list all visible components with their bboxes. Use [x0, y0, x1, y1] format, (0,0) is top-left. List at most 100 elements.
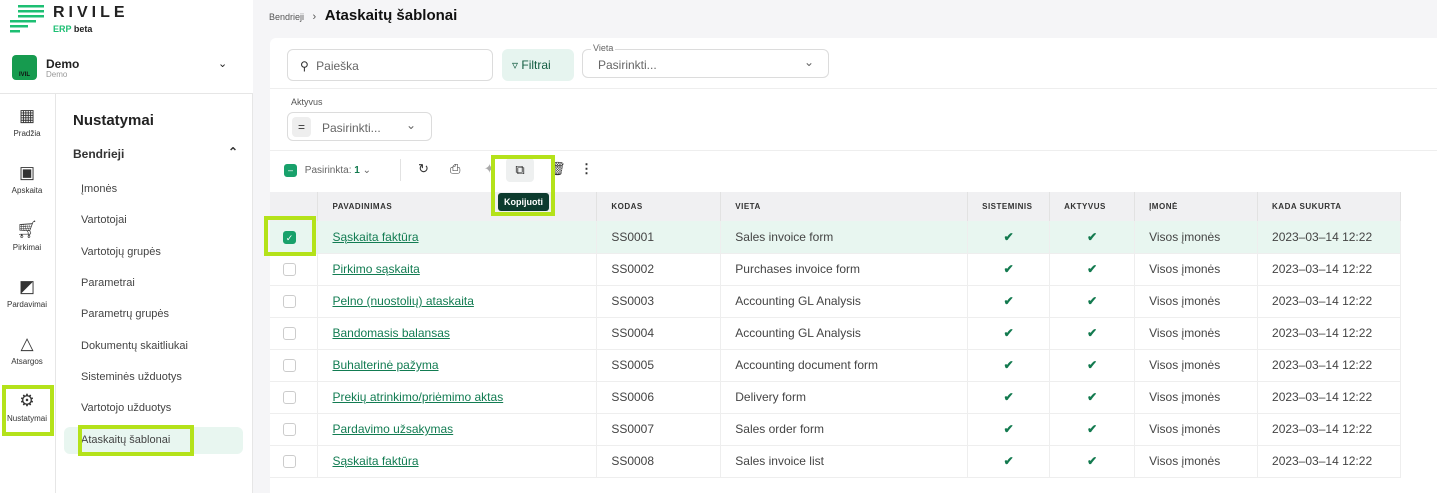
cell-company: Visos įmonės: [1134, 221, 1259, 254]
cell-location: Accounting document form: [720, 349, 969, 382]
column-header[interactable]: AKTYVUS: [1049, 192, 1136, 221]
table-row[interactable]: Pirkimo sąskaita SS0002 Purchases invoice …: [270, 253, 1401, 286]
cell-location: Accounting GL Analysis: [720, 285, 969, 318]
cell-created: 2023–03–14 12:22: [1257, 317, 1401, 350]
chart-board-icon: ▣: [18, 163, 36, 182]
filters-button[interactable]: ▿ Filtrai: [502, 49, 574, 81]
brand-logo: RIVILE ERP beta: [8, 4, 128, 38]
check-icon: ✔: [967, 445, 1051, 478]
template-link[interactable]: Sąskaita faktūra: [332, 229, 419, 244]
row-checkbox[interactable]: [283, 423, 296, 437]
cell-company: Visos įmonės: [1134, 445, 1259, 478]
cell-location: Sales invoice form: [720, 221, 969, 254]
aktyvus-select[interactable]: = Pasirinkti... ⌄: [287, 112, 432, 141]
company-logo: IVIL: [12, 55, 37, 80]
table-row[interactable]: Sąskaita faktūra SS0008 Sales invoice list…: [270, 445, 1401, 478]
vieta-select[interactable]: Vieta Pasirinkti... ⌄: [582, 43, 829, 78]
cell-name[interactable]: Prekių atrinkimo/priėmimo aktas: [317, 381, 598, 414]
column-header[interactable]: PAVADINIMAS: [317, 192, 598, 221]
template-link[interactable]: Pelno (nuostolių) ataskaita: [332, 294, 474, 308]
rail-label: Nustatymai: [6, 414, 47, 423]
row-select[interactable]: ✓: [270, 221, 319, 254]
row-select[interactable]: [270, 349, 319, 382]
check-icon: ✔: [1049, 413, 1136, 446]
table-row[interactable]: Bandomasis balansas SS0004 Accounting GL A…: [270, 317, 1401, 350]
template-link[interactable]: Buhalterinė pažyma: [332, 358, 439, 372]
column-header[interactable]: SISTEMINIS: [967, 192, 1051, 221]
column-header[interactable]: VIETA: [720, 192, 969, 221]
template-link[interactable]: Prekių atrinkimo/priėmimo aktas: [332, 390, 504, 404]
cell-name[interactable]: Pardavimo užsakymas: [317, 413, 598, 446]
row-select[interactable]: [270, 381, 319, 414]
company-selector[interactable]: IVIL Demo Demo ⌄: [12, 55, 240, 83]
cell-name[interactable]: Bandomasis balansas: [317, 317, 598, 350]
copy-button[interactable]: ⧉: [506, 158, 534, 182]
submenu-item[interactable]: Vartotojų grupės: [81, 245, 161, 258]
submenu-item[interactable]: Dokumentų skaitliukai: [81, 339, 188, 352]
cell-name[interactable]: Buhalterinė pažyma: [317, 349, 598, 382]
pin-icon[interactable]: ✦: [484, 161, 495, 176]
delete-icon[interactable]: 🗑︎: [549, 161, 566, 176]
row-select[interactable]: [270, 285, 319, 318]
column-header[interactable]: KODAS: [596, 192, 722, 221]
group-label: Bendrieji: [73, 147, 125, 161]
row-select[interactable]: [270, 413, 319, 446]
rail-item-atsargos[interactable]: △ Atsargos: [0, 334, 54, 366]
table-row[interactable]: Prekių atrinkimo/priėmimo aktas SS0006 Del…: [270, 381, 1401, 414]
brand-erp: ERP: [53, 24, 72, 34]
submenu-item[interactable]: Sisteminės užduotys: [81, 370, 182, 383]
rail-label: Atsargos: [11, 357, 43, 366]
cell-name[interactable]: Pelno (nuostolių) ataskaita: [317, 285, 598, 318]
template-link[interactable]: Sąskaita faktūra: [332, 454, 419, 468]
submenu-item[interactable]: Parametrai: [81, 276, 135, 289]
chevron-down-icon: ⌄: [218, 58, 228, 70]
row-checkbox[interactable]: [283, 295, 296, 309]
check-icon: ✔: [1049, 221, 1136, 254]
table-row[interactable]: Pelno (nuostolių) ataskaita SS0003 Account…: [270, 285, 1401, 318]
submenu-item[interactable]: Įmonės: [81, 183, 118, 195]
cell-name[interactable]: Sąskaita faktūra: [317, 221, 598, 254]
row-checkbox[interactable]: ✓: [283, 230, 296, 244]
refresh-icon[interactable]: ↻: [418, 161, 429, 176]
rail-item-pardavimai[interactable]: ◩ Pardavimai: [0, 277, 54, 309]
row-checkbox[interactable]: [283, 455, 296, 469]
table-row[interactable]: Pardavimo užsakymas SS0007 Sales order for…: [270, 413, 1401, 446]
check-icon: ✔: [1049, 285, 1136, 318]
cell-name[interactable]: Sąskaita faktūra: [317, 445, 598, 478]
rail-item-pirkimai[interactable]: 🛒︎ Pirkimai: [0, 220, 54, 252]
row-checkbox[interactable]: [283, 359, 296, 373]
column-header[interactable]: ĮMONĖ: [1134, 192, 1259, 221]
row-select[interactable]: [270, 253, 319, 286]
template-link[interactable]: Bandomasis balansas: [332, 326, 450, 340]
cell-location: Delivery form: [720, 381, 969, 414]
print-icon[interactable]: ⎙: [450, 161, 461, 176]
template-link[interactable]: Pirkimo sąskaita: [332, 262, 420, 276]
column-header[interactable]: KADA SUKURTA: [1257, 192, 1401, 221]
table-row[interactable]: Buhalterinė pažyma SS0005 Accounting docum…: [270, 349, 1401, 382]
selection-dropdown[interactable]: – Pasirinkta: 1 ⌄: [284, 164, 371, 177]
more-icon[interactable]: ⋮: [580, 161, 593, 176]
rail-item-nustatymai[interactable]: ⚙ Nustatymai: [0, 391, 54, 423]
breadcrumb-parent[interactable]: Bendrieji: [269, 12, 305, 22]
select-all-checkbox[interactable]: –: [284, 164, 297, 177]
submenu-item[interactable]: Ataskaitų šablonai: [64, 427, 243, 455]
row-select[interactable]: [270, 445, 319, 478]
rail-item-apskaita[interactable]: ▣ Apskaita: [0, 163, 54, 195]
submenu-item[interactable]: Vartotojai: [81, 214, 127, 227]
aktyvus-label: Aktyvus: [291, 97, 323, 107]
template-link[interactable]: Pardavimo užsakymas: [332, 422, 454, 436]
row-checkbox[interactable]: [283, 391, 296, 405]
table-row[interactable]: ✓ Sąskaita faktūra SS0001 Sales invoice for…: [270, 221, 1401, 254]
row-checkbox[interactable]: [283, 263, 296, 277]
submenu-group-bendrieji[interactable]: Bendrieji ⌃: [73, 145, 238, 161]
row-select[interactable]: [270, 317, 319, 350]
row-checkbox[interactable]: [283, 327, 296, 341]
submenu-item[interactable]: Vartotojo užduotys: [81, 402, 172, 415]
search-input[interactable]: ⚲ Paieška: [287, 49, 493, 81]
rail-item-pradžia[interactable]: ▦ Pradžia: [0, 106, 54, 138]
header-select: [270, 192, 319, 221]
cell-name[interactable]: Pirkimo sąskaita: [317, 253, 598, 286]
submenu-item[interactable]: Parametrų grupės: [81, 308, 170, 321]
operator-button[interactable]: =: [292, 117, 311, 137]
rivile-logo-icon: [10, 5, 44, 33]
